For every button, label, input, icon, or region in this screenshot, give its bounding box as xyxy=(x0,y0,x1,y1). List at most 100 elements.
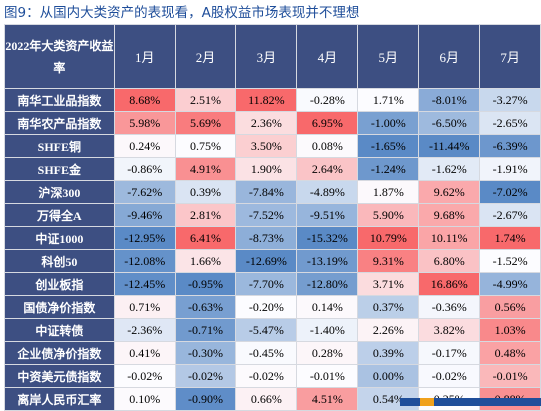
row-label: SHFE金 xyxy=(4,157,115,181)
value-cell: -0.01% xyxy=(479,364,541,388)
header-row: 2022年大类资产收益率 1月 2月 3月 4月 5月 6月 7月 xyxy=(4,24,541,89)
column-header: 7月 xyxy=(479,24,541,89)
value-cell: 5.69% xyxy=(174,111,237,135)
table-row: 中证1000 -12.95% 6.41% -8.73% -15.32% 10.79% 10.… xyxy=(4,226,541,250)
row-label: 国债净价指数 xyxy=(4,295,115,319)
table-row: 国债净价指数 0.71% -0.63% -0.20% 0.14% 0.37% -0.36% 0… xyxy=(4,295,541,319)
value-cell: -2.67% xyxy=(479,203,541,227)
value-cell: -13.19% xyxy=(296,249,359,273)
value-cell: -12.95% xyxy=(113,226,176,250)
value-cell: 0.71% xyxy=(113,295,176,319)
row-label: 南华农产品指数 xyxy=(4,111,115,135)
footer-brand-mark xyxy=(420,398,434,406)
value-cell: -11.44% xyxy=(418,134,481,158)
column-header: 5月 xyxy=(357,24,420,89)
value-cell: -7.84% xyxy=(235,180,298,204)
value-cell: 4.91% xyxy=(174,157,237,181)
table-row: 创业板指 -12.45% -0.95% -7.70% -12.80% 3.71% 16.86… xyxy=(4,272,541,296)
value-cell: 1.74% xyxy=(479,226,541,250)
value-cell: 0.66% xyxy=(235,387,298,411)
value-cell: -0.71% xyxy=(174,318,237,342)
value-cell: -0.28% xyxy=(296,88,359,112)
value-cell: -0.02% xyxy=(235,364,298,388)
value-cell: -0.95% xyxy=(174,272,237,296)
value-cell: -1.40% xyxy=(296,318,359,342)
value-cell: -8.01% xyxy=(418,88,481,112)
table-row: SHFE铜 0.24% 0.75% 3.50% 0.08% -1.65% -11.44% -6… xyxy=(4,134,541,158)
value-cell: -0.30% xyxy=(174,341,237,365)
value-cell: 2.36% xyxy=(235,111,298,135)
value-cell: 10.11% xyxy=(418,226,481,250)
value-cell: -1.00% xyxy=(357,111,420,135)
value-cell: 0.10% xyxy=(113,387,176,411)
value-cell: -0.01% xyxy=(296,364,359,388)
value-cell: -2.36% xyxy=(113,318,176,342)
row-label: 企业债净价指数 xyxy=(4,341,115,365)
value-cell: 1.71% xyxy=(357,88,420,112)
corner-header: 2022年大类资产收益率 xyxy=(4,24,115,89)
value-cell: 0.39% xyxy=(174,180,237,204)
value-cell: 1.03% xyxy=(479,318,541,342)
value-cell: -0.02% xyxy=(174,364,237,388)
value-cell: -6.50% xyxy=(418,111,481,135)
value-cell: 5.90% xyxy=(357,203,420,227)
value-cell: 1.66% xyxy=(174,249,237,273)
value-cell: 6.95% xyxy=(296,111,359,135)
value-cell: -7.62% xyxy=(113,180,176,204)
value-cell: 1.90% xyxy=(235,157,298,181)
value-cell: 0.48% xyxy=(479,341,541,365)
row-label: 中资美元债指数 xyxy=(4,364,115,388)
value-cell: -1.65% xyxy=(357,134,420,158)
value-cell: -8.73% xyxy=(235,226,298,250)
value-cell: -0.36% xyxy=(418,295,481,319)
row-label: 中证转债 xyxy=(4,318,115,342)
value-cell: 0.14% xyxy=(296,295,359,319)
value-cell: 9.31% xyxy=(357,249,420,273)
value-cell: 0.41% xyxy=(113,341,176,365)
value-cell: -5.47% xyxy=(235,318,298,342)
value-cell: -12.69% xyxy=(235,249,298,273)
value-cell: -0.20% xyxy=(235,295,298,319)
value-cell: 0.37% xyxy=(357,295,420,319)
value-cell: 2.81% xyxy=(174,203,237,227)
row-label: 南华工业品指数 xyxy=(4,88,115,112)
value-cell: 0.08% xyxy=(296,134,359,158)
value-cell: -7.70% xyxy=(235,272,298,296)
value-cell: 9.62% xyxy=(418,180,481,204)
value-cell: 0.24% xyxy=(113,134,176,158)
table-row: SHFE金 -0.86% 4.91% 1.90% 2.64% -1.24% -1.62% -1… xyxy=(4,157,541,181)
table-row: 南华农产品指数 5.98% 5.69% 2.36% 6.95% -1.00% -6.50% -… xyxy=(4,111,541,135)
table-row: 沪深300 -7.62% 0.39% -7.84% -4.89% 1.87% 9.62% -7… xyxy=(4,180,541,204)
value-cell: -1.91% xyxy=(479,157,541,181)
row-label: 中证1000 xyxy=(4,226,115,250)
value-cell: -0.45% xyxy=(235,341,298,365)
value-cell: 6.80% xyxy=(418,249,481,273)
value-cell: 2.64% xyxy=(296,157,359,181)
value-cell: 0.00% xyxy=(357,364,420,388)
value-cell: -2.65% xyxy=(479,111,541,135)
value-cell: -15.32% xyxy=(296,226,359,250)
value-cell: 3.50% xyxy=(235,134,298,158)
value-cell: -3.27% xyxy=(479,88,541,112)
value-cell: -1.62% xyxy=(418,157,481,181)
value-cell: -0.02% xyxy=(113,364,176,388)
value-cell: -4.99% xyxy=(479,272,541,296)
value-cell: 4.51% xyxy=(296,387,359,411)
value-cell: 6.41% xyxy=(174,226,237,250)
table-row: 科创50 -12.08% 1.66% -12.69% -13.19% 9.31% 6.80%… xyxy=(4,249,541,273)
row-label: 万得全A xyxy=(4,203,115,227)
value-cell: 5.98% xyxy=(113,111,176,135)
value-cell: -12.08% xyxy=(113,249,176,273)
value-cell: -6.39% xyxy=(479,134,541,158)
row-label: 创业板指 xyxy=(4,272,115,296)
column-header: 1月 xyxy=(113,24,176,89)
asset-returns-table: 2022年大类资产收益率 1月 2月 3月 4月 5月 6月 7月 南华工业品指… xyxy=(4,24,541,411)
value-cell: -7.02% xyxy=(479,180,541,204)
column-header: 6月 xyxy=(418,24,481,89)
value-cell: 1.87% xyxy=(357,180,420,204)
row-label: 离岸人民币汇率 xyxy=(4,387,115,411)
row-label: 科创50 xyxy=(4,249,115,273)
value-cell: -12.80% xyxy=(296,272,359,296)
value-cell: -0.17% xyxy=(418,341,481,365)
value-cell: 0.28% xyxy=(296,341,359,365)
